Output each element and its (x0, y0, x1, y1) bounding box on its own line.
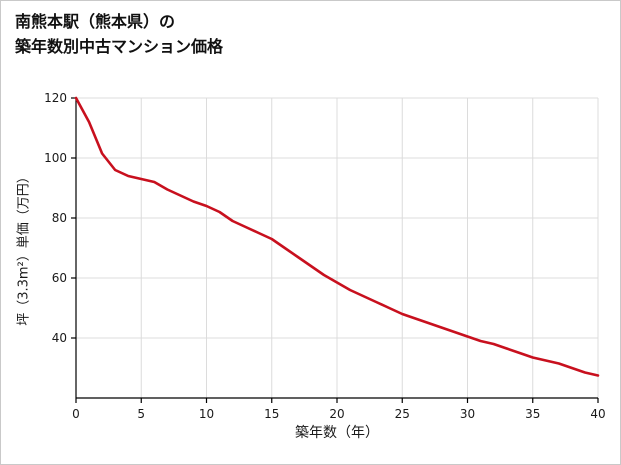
x-axis-label: 築年数（年） (295, 425, 379, 441)
chart-title-line2: 築年数別中古マンション価格 (15, 37, 224, 56)
y-tick-label: 40 (52, 331, 67, 345)
chart-title: 南熊本駅（熊本県）の 築年数別中古マンション価格 (15, 9, 223, 59)
x-tick-label: 25 (395, 407, 410, 421)
x-tick-label: 5 (137, 407, 145, 421)
x-tick-label: 0 (72, 407, 80, 421)
x-tick-label: 20 (329, 407, 344, 421)
x-tick-label: 35 (525, 407, 540, 421)
x-tick-label: 15 (264, 407, 279, 421)
y-tick-label: 120 (44, 91, 67, 105)
y-tick-label: 80 (52, 211, 67, 225)
y-tick-label: 60 (52, 271, 67, 285)
y-tick-label: 100 (44, 151, 67, 165)
x-tick-label: 30 (460, 407, 475, 421)
x-tick-label: 40 (590, 407, 605, 421)
price-line-series (74, 96, 600, 377)
chart-title-line1: 南熊本駅（熊本県）の (15, 12, 176, 31)
y-axis-label: 坪（3.3m²）単価（万円） (16, 170, 32, 326)
x-tick-label: 10 (199, 407, 214, 421)
